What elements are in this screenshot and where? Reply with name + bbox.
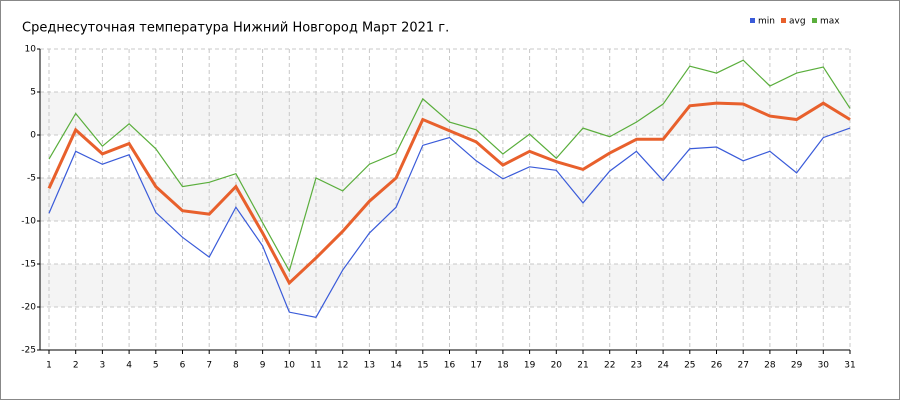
x-tick-label: 13 [364,361,375,371]
x-tick-label: 23 [631,361,642,371]
legend-swatch [750,18,755,23]
x-tick-label: 31 [844,361,855,371]
x-tick-label: 5 [153,361,159,371]
legend-swatch [781,18,786,23]
x-tick-label: 29 [791,361,803,371]
chart-title: Среднесуточная температура Нижний Новгор… [22,21,449,36]
x-tick-label: 1 [46,361,52,371]
x-tick-label: 28 [764,361,776,371]
x-tick-label: 7 [206,361,212,371]
y-tick-label: -25 [21,346,36,356]
x-tick-label: 30 [818,361,830,371]
series-line [48,127,851,318]
x-tick-label: 18 [497,361,509,371]
y-tick-label: 10 [25,45,37,55]
y-tick-label: 0 [30,131,36,141]
x-tick-label: 14 [390,361,402,371]
bands [40,92,850,307]
x-tick-label: 12 [337,361,348,371]
x-tick-label: 20 [551,361,563,371]
series-line [47,101,851,286]
x-tick-label: 25 [684,361,695,371]
legend-label: avg [789,17,806,27]
x-tick-label: 9 [260,361,266,371]
x-tick-label: 26 [711,361,723,371]
x-tick-label: 11 [310,361,321,371]
x-tick-label: 16 [444,361,456,371]
x-tick-label: 24 [657,361,669,371]
y-tick-label: -15 [21,260,36,270]
y-tick-label: -20 [21,303,36,313]
x-tick-label: 2 [73,361,79,371]
x-tick-label: 8 [233,361,239,371]
x-tick-label: 3 [100,361,106,371]
legend-swatch [812,18,817,23]
band [40,264,850,307]
x-tick-label: 21 [577,361,588,371]
legend-label: max [820,17,840,27]
x-tick-label: 19 [524,361,536,371]
x-tick-label: 22 [604,361,615,371]
band [40,178,850,221]
x-tick-label: 4 [126,361,132,371]
x-tick-label: 27 [737,361,748,371]
x-tick-label: 6 [180,361,186,371]
series-line [48,59,851,273]
y-tick-label: 5 [30,88,36,98]
y-tick-label: -10 [21,217,36,227]
x-tick-label: 17 [470,361,481,371]
x-tick-label: 15 [417,361,428,371]
x-tick-label: 10 [284,361,296,371]
legend-label: min [758,17,775,27]
y-tick-label: -5 [27,174,36,184]
